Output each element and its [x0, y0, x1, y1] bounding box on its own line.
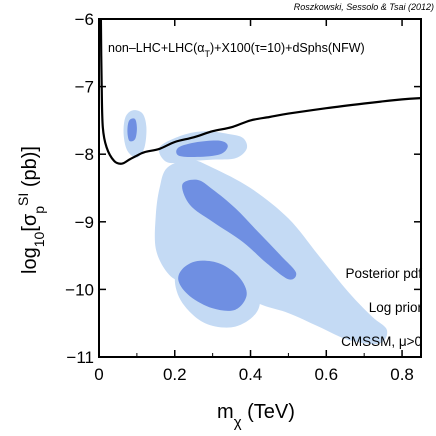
annotation-model: CMSSM, μ>0 [341, 334, 422, 349]
x-tick-label-1: 0.2 [163, 365, 187, 384]
y-tick-label-1: −10 [65, 280, 94, 299]
limit-curve [99, 18, 422, 165]
annotation-posterior: Posterior pdf [345, 266, 422, 281]
contour-68-region-0 [127, 118, 137, 142]
y-tick-label-2: −9 [75, 213, 94, 232]
x-tick-label-4: 0.8 [390, 365, 414, 384]
contour-68-region-3 [178, 260, 247, 311]
y-tick-label-0: −11 [66, 348, 94, 367]
annotation-prior: Log prior [369, 300, 423, 315]
y-tick-label-5: −6 [75, 10, 94, 29]
ticks-group: 0 0.2 0.4 0.6 0.8 −11 −10 −9 −8 −7 −6 [65, 10, 421, 384]
x-tick-label-0: 0 [94, 365, 103, 384]
limit-curve-group [99, 18, 422, 165]
y-tick-label-4: −7 [75, 78, 94, 97]
chart-title: non–LHC+LHC(αT)+X100(τ=10)+dSphs(NFW) [108, 41, 365, 59]
plot-frame [98, 18, 422, 358]
contour-68-region-1 [176, 140, 228, 157]
x-tick-label-2: 0.4 [239, 365, 263, 384]
y-tick-label-3: −8 [75, 145, 94, 164]
contour-68-region-2 [182, 179, 297, 280]
credit-text: Roszkowski, Sessolo & Tsai (2012) [294, 2, 434, 12]
contour-68-group [127, 118, 297, 311]
x-tick-label-3: 0.6 [314, 365, 338, 384]
